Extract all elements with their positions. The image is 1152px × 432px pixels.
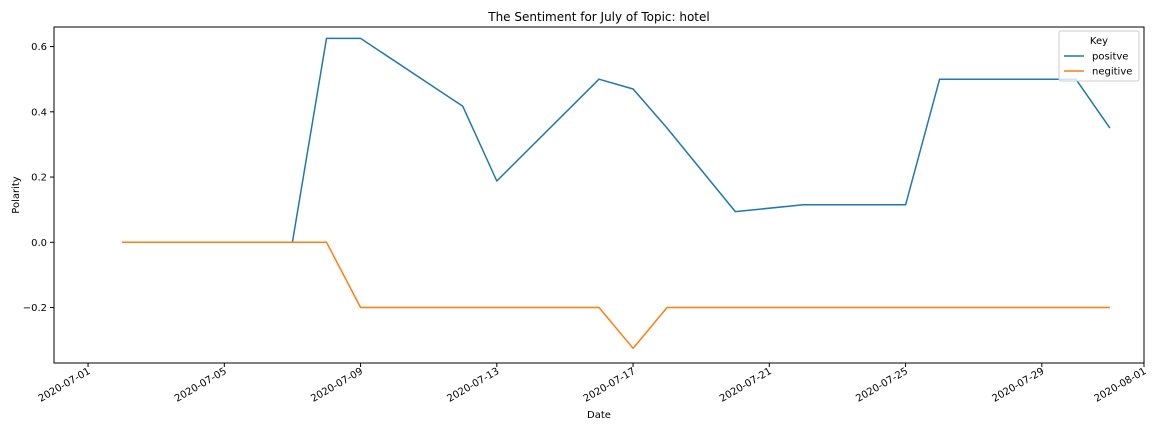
y-axis: 0.6 0.4 0.2 0.0 −0.2 [23, 42, 54, 314]
y-tick-label: 0.2 [31, 173, 47, 184]
x-tick-label: 2020-07-05 [173, 366, 229, 405]
legend-box [1058, 30, 1140, 82]
y-tick-label: −0.2 [23, 303, 47, 314]
chart-title: The Sentiment for July of Topic: hotel [487, 10, 709, 24]
x-tick-label: 2020-07-29 [990, 366, 1046, 405]
series-line-positve [122, 37, 1111, 244]
x-tick-label: 2020-07-21 [718, 366, 774, 405]
y-tick-label: 0.0 [31, 238, 47, 249]
legend-label-positve: positve [1092, 52, 1128, 63]
x-tick-label: 2020-07-25 [854, 366, 910, 405]
x-axis: 2020-07-01 2020-07-05 2020-07-09 2020-07-13… [37, 363, 1149, 405]
x-tick-label: 2020-07-09 [309, 366, 365, 405]
x-tick-label: 2020-07-01 [37, 366, 93, 405]
y-axis-title: Polarity [11, 176, 22, 214]
y-tick-label: 0.6 [31, 42, 47, 53]
legend-title: Key [1090, 36, 1108, 47]
series-line-negitive [122, 241, 1110, 350]
legend: Key positve negitive [1058, 30, 1140, 82]
x-tick-label: 2020-07-17 [582, 366, 638, 405]
legend-label-negitive: negitive [1092, 67, 1132, 78]
plot-area-frame [53, 26, 1145, 364]
series-layer [122, 37, 1111, 350]
x-tick-label: 2020-07-13 [445, 366, 501, 405]
y-tick-label: 0.4 [31, 107, 47, 118]
x-tick-label: 2020-08-01 [1093, 366, 1149, 405]
x-axis-title: Date [587, 410, 611, 421]
